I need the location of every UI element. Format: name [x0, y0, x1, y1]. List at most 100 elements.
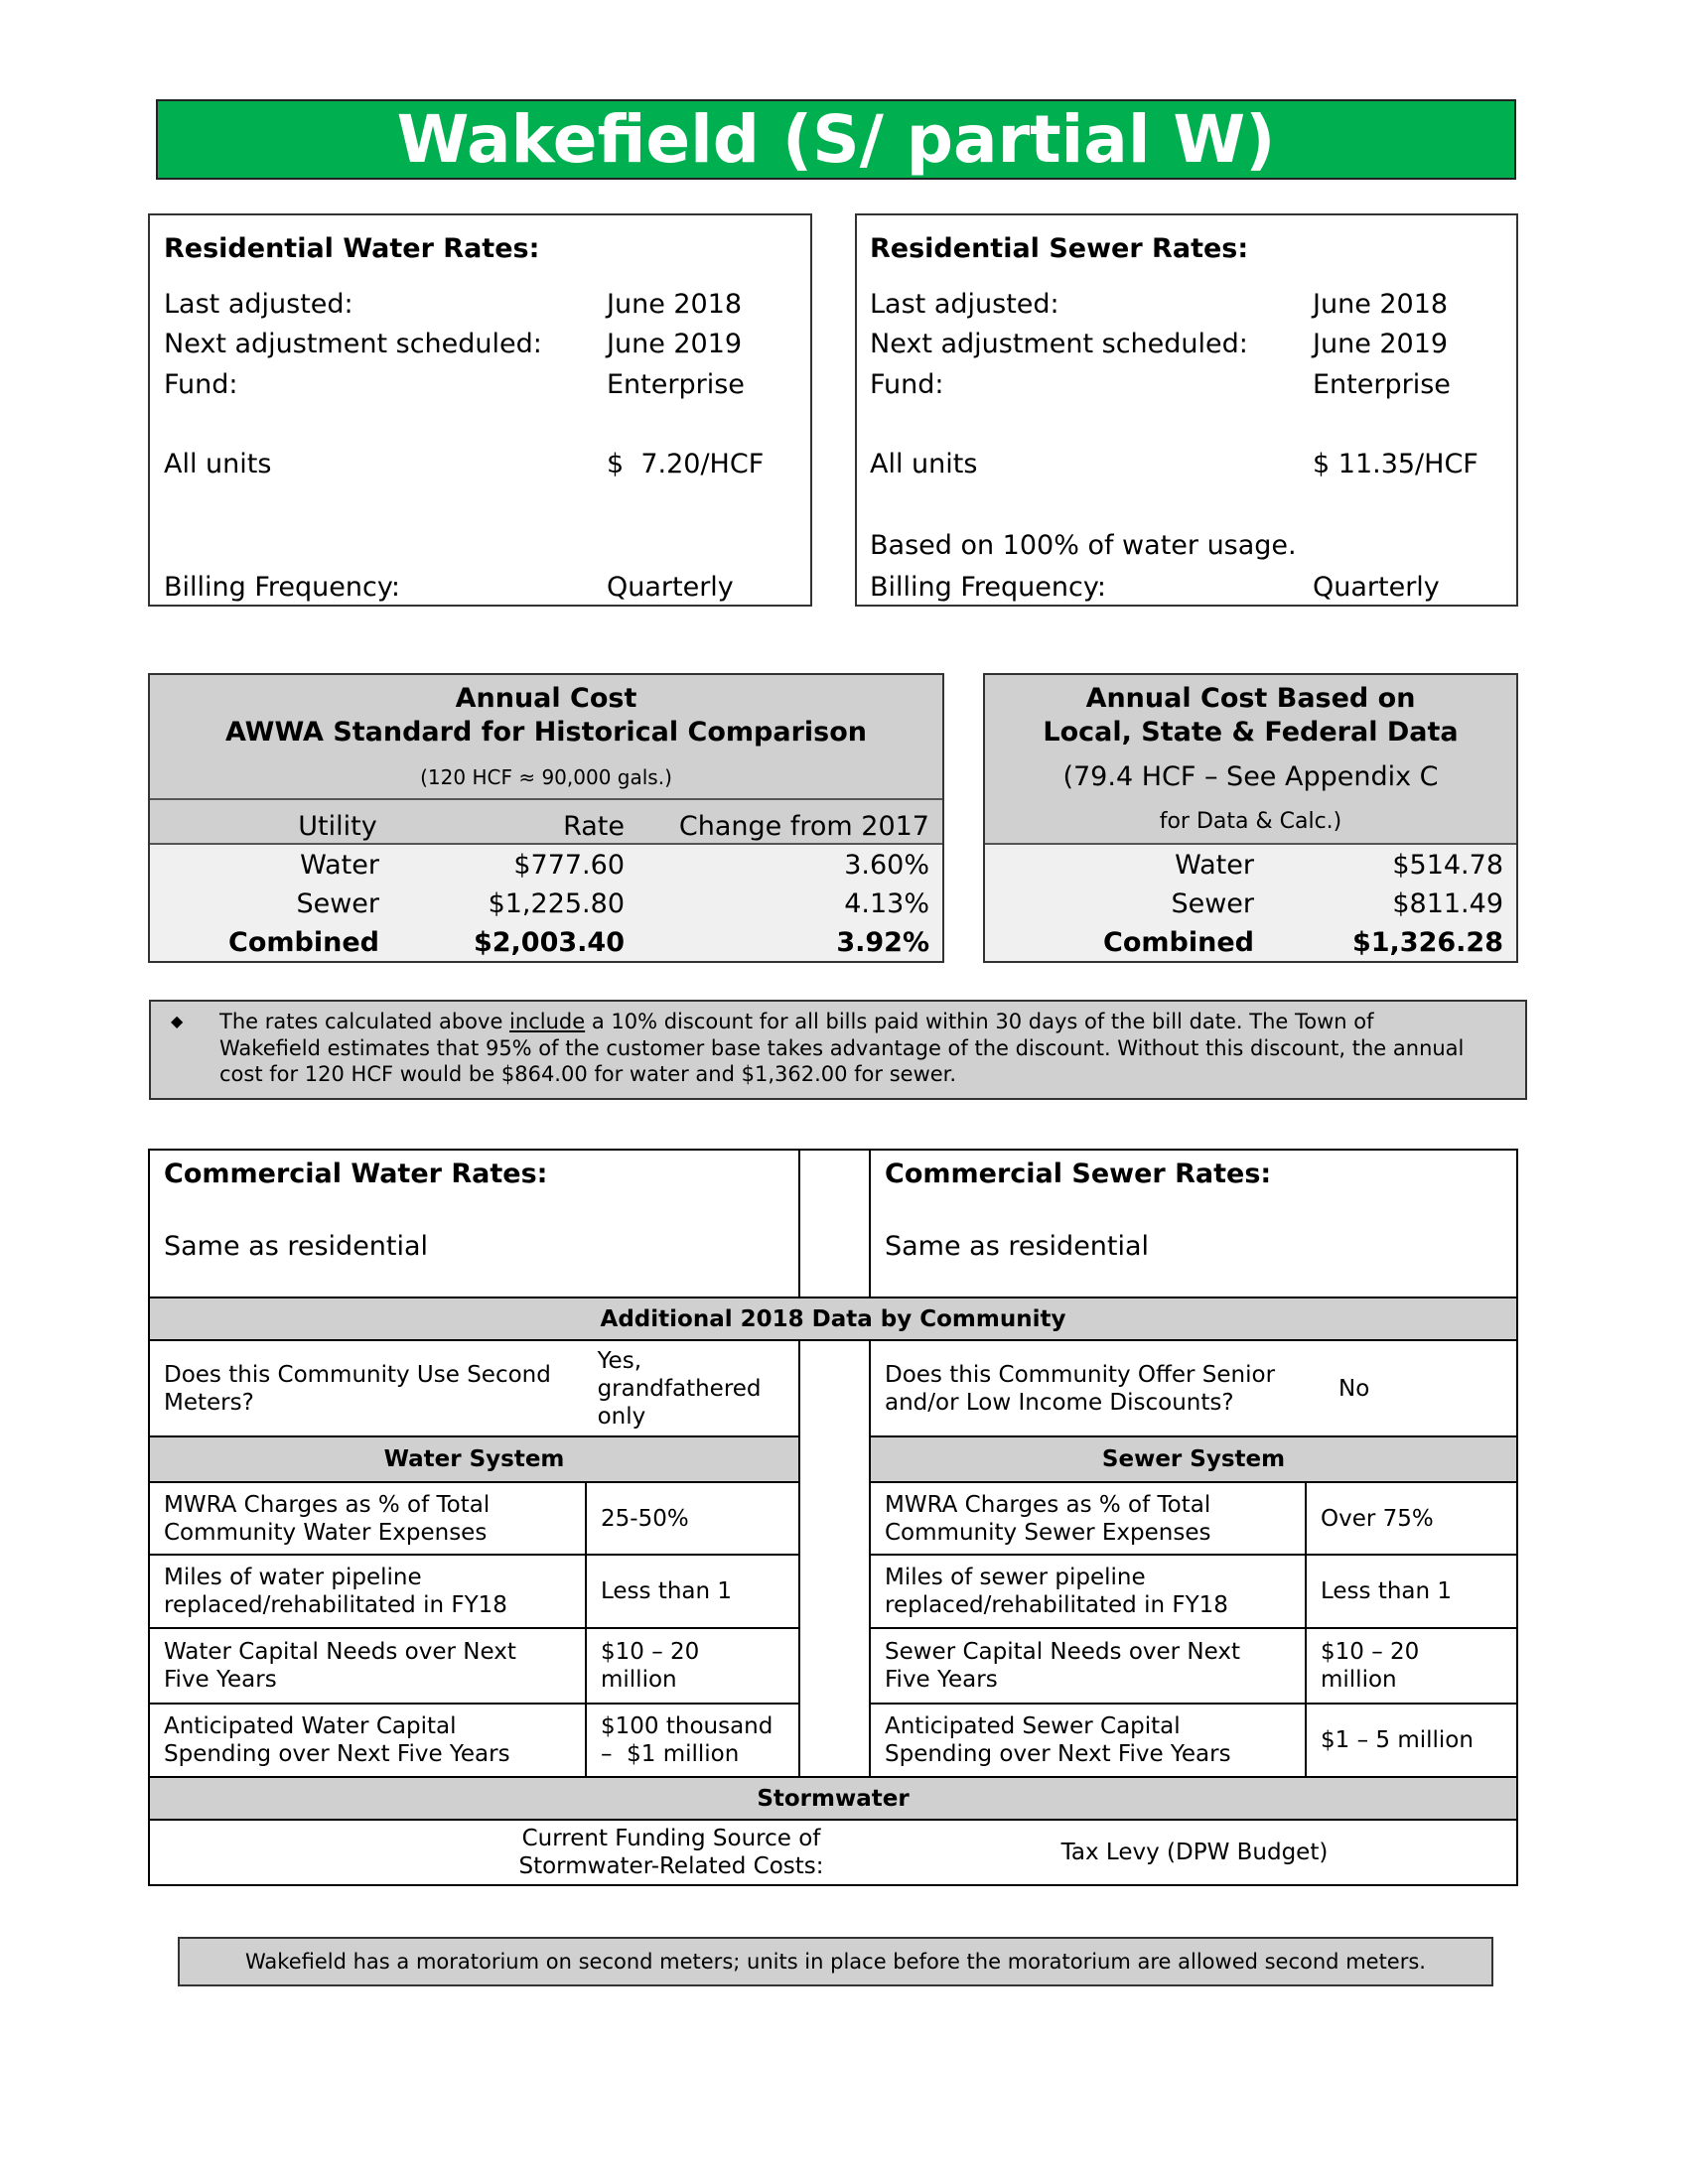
- label-cell: Sewer Capital Needs over Next Five Years: [869, 1627, 1307, 1705]
- water-rates-box: [148, 213, 812, 607]
- title: Annual Cost Based on: [1085, 683, 1416, 714]
- note: Based on 100% of water usage.: [870, 530, 1297, 561]
- value: June 2018: [1313, 289, 1449, 320]
- value-cell: $100 thousand – $1 million: [585, 1703, 800, 1778]
- label-cell: Anticipated Sewer Capital Spending over …: [869, 1703, 1307, 1778]
- senior-discount-cell: Does this Community Offer Senior and/or …: [869, 1339, 1518, 1437]
- discount-note: The rates calculated above include a 10%…: [219, 1009, 1476, 1088]
- label: Last adjusted:: [870, 289, 1059, 320]
- utility: Water: [300, 850, 379, 881]
- title: Annual Cost: [455, 683, 637, 714]
- heading: Sewer System: [1101, 1446, 1286, 1472]
- text: Same as residential: [885, 1231, 1150, 1262]
- page-title: Wakefield (S/ partial W): [396, 101, 1276, 178]
- label: Last adjusted:: [164, 289, 353, 320]
- commercial-sewer-cell: Commercial Sewer Rates: Same as resident…: [869, 1149, 1518, 1298]
- utility: Water: [1175, 850, 1254, 881]
- value: $10 – 20 million: [601, 1639, 700, 1693]
- cost: $514.78: [1392, 850, 1503, 881]
- label-cell: Water Capital Needs over Next Five Years: [148, 1627, 587, 1705]
- stormwater-heading: Stormwater: [148, 1776, 1518, 1821]
- change: 4.13%: [844, 888, 929, 919]
- label: Miles of sewer pipeline replaced/rehabil…: [885, 1565, 1228, 1618]
- value: $ 11.35/HCF: [1313, 449, 1478, 479]
- column-header: Rate: [563, 811, 625, 842]
- title: AWWA Standard for Historical Comparison: [224, 717, 867, 748]
- value-cell: 25-50%: [585, 1481, 800, 1556]
- heading: Residential Water Rates:: [164, 233, 540, 264]
- rate: $2,003.40: [473, 927, 625, 958]
- label: Sewer Capital Needs over Next Five Years: [885, 1639, 1241, 1693]
- value: $1 – 5 million: [1321, 1727, 1474, 1753]
- title: Local, State & Federal Data: [1043, 717, 1459, 748]
- heading: Residential Sewer Rates:: [870, 233, 1249, 264]
- heading: Water System: [383, 1446, 565, 1472]
- value-cell: $10 – 20 million: [1305, 1627, 1518, 1705]
- heading: Additional 2018 Data by Community: [600, 1305, 1066, 1332]
- value: Less than 1: [601, 1578, 733, 1604]
- heading: Commercial Sewer Rates:: [885, 1159, 1272, 1189]
- label: All units: [870, 449, 978, 479]
- label: All units: [164, 449, 272, 479]
- question: Does this Community Use Second Meters?: [164, 1361, 551, 1416]
- bullet: ◆: [171, 1012, 184, 1030]
- label: Billing Frequency:: [870, 572, 1106, 603]
- label: MWRA Charges as % of Total Community Wat…: [164, 1491, 491, 1546]
- utility: Combined: [1103, 927, 1254, 958]
- footer-note-box: Wakefield has a moratorium on second met…: [178, 1937, 1493, 1986]
- value: Quarterly: [1313, 572, 1440, 603]
- discount-note-box: [149, 1000, 1527, 1100]
- label: Fund:: [870, 369, 944, 400]
- underlined-text: include: [509, 1010, 586, 1033]
- heading: Stormwater: [757, 1785, 910, 1812]
- label: Anticipated Water Capital Spending over …: [164, 1713, 510, 1767]
- value: June 2018: [607, 289, 743, 320]
- subtitle: (79.4 HCF – See Appendix C: [1062, 761, 1439, 792]
- stormwater-row: Current Funding Source of Stormwater-Rel…: [148, 1819, 1518, 1886]
- sewer-rates-box: [855, 213, 1518, 607]
- second-meters-cell: Does this Community Use Second Meters? Y…: [148, 1339, 800, 1437]
- value: $100 thousand – $1 million: [601, 1713, 780, 1767]
- change: 3.60%: [844, 850, 929, 881]
- label: Anticipated Sewer Capital Spending over …: [885, 1713, 1231, 1767]
- value: 25-50%: [601, 1505, 689, 1532]
- text: a 10% discount for all bills paid within…: [219, 1010, 1465, 1086]
- value: $ 7.20/HCF: [607, 449, 765, 479]
- rate: $1,225.80: [488, 888, 625, 919]
- column-header: Utility: [298, 811, 377, 842]
- value: June 2019: [1313, 329, 1449, 359]
- value-cell: Over 75%: [1305, 1481, 1518, 1556]
- additional-heading: Additional 2018 Data by Community: [148, 1297, 1518, 1341]
- answer: Tax Levy (DPW Budget): [1060, 1840, 1329, 1865]
- question: Current Funding Source of Stormwater-Rel…: [518, 1826, 824, 1879]
- label: MWRA Charges as % of Total Community Sew…: [885, 1491, 1211, 1546]
- label-cell: Miles of water pipeline replaced/rehabil…: [148, 1554, 587, 1629]
- value: Enterprise: [1313, 369, 1451, 400]
- divider: [150, 843, 942, 845]
- commercial-water-cell: Commercial Water Rates: Same as resident…: [148, 1149, 800, 1298]
- footer-note: Wakefield has a moratorium on second met…: [245, 1950, 1426, 1974]
- divider: [985, 843, 1516, 845]
- label-cell: MWRA Charges as % of Total Community Sew…: [869, 1481, 1307, 1556]
- value: Over 75%: [1321, 1505, 1434, 1532]
- heading: Commercial Water Rates:: [164, 1159, 548, 1189]
- value-cell: $1 – 5 million: [1305, 1703, 1518, 1778]
- value-cell: $10 – 20 million: [585, 1627, 800, 1705]
- utility: Combined: [228, 927, 379, 958]
- column-header: Change from 2017: [678, 811, 929, 842]
- local-header: [985, 675, 1516, 844]
- subtitle: for Data & Calc.): [1159, 809, 1342, 834]
- utility: Sewer: [1171, 888, 1254, 919]
- answer: Yes, grandfathered only: [597, 1347, 762, 1430]
- value-cell: Less than 1: [585, 1554, 800, 1629]
- label: Fund:: [164, 369, 238, 400]
- spacer-cell: [798, 1339, 871, 1778]
- value-cell: Less than 1: [1305, 1554, 1518, 1629]
- value: Enterprise: [607, 369, 745, 400]
- label-cell: Miles of sewer pipeline replaced/rehabil…: [869, 1554, 1307, 1629]
- value: June 2019: [607, 329, 743, 359]
- value: Less than 1: [1321, 1578, 1453, 1604]
- awwa-header: [150, 675, 942, 844]
- label-cell: MWRA Charges as % of Total Community Wat…: [148, 1481, 587, 1556]
